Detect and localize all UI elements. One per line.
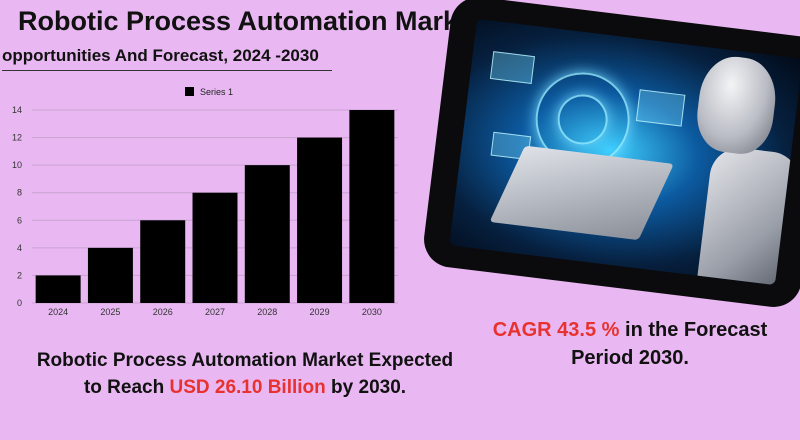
forecast-line-2: to Reach USD 26.10 Billion by 2030. (0, 375, 490, 402)
x-tick-label: 2028 (257, 307, 277, 317)
y-tick-label: 8 (17, 188, 22, 198)
x-tick-label: 2027 (205, 307, 225, 317)
forecast-suffix: by 2030. (325, 376, 407, 398)
x-tick-label: 2025 (100, 307, 120, 317)
hologram-panel-icon (635, 89, 686, 127)
legend-label: Series 1 (200, 87, 233, 97)
y-tick-label: 0 (17, 298, 22, 308)
bar (349, 110, 395, 303)
x-tick-label: 2030 (362, 307, 382, 317)
robot-laptop-illustration (420, 0, 800, 311)
hologram-panel-icon (489, 51, 535, 84)
cagr-statement: CAGR 43.5 % in the Forecast Period 2030. (462, 316, 798, 373)
bar (35, 275, 81, 303)
y-tick-label: 14 (12, 105, 22, 115)
y-tick-label: 4 (17, 243, 22, 253)
legend-swatch (185, 87, 194, 96)
laptop-icon (489, 145, 674, 241)
cagr-line-1: CAGR 43.5 % in the Forecast (462, 316, 798, 344)
bar (140, 220, 186, 303)
page-subtitle: opportunities And Forecast, 2024 -2030 (2, 46, 332, 71)
cagr-line-2: Period 2030. (571, 347, 689, 370)
bar (297, 137, 343, 303)
market-forecast-statement: Robotic Process Automation Market Expect… (0, 348, 490, 401)
forecast-line-1: Robotic Process Automation Market Expect… (36, 350, 454, 371)
bar (192, 192, 238, 303)
bar (244, 165, 290, 303)
page-title: Robotic Process Automation Market (18, 6, 483, 36)
y-tick-label: 10 (12, 160, 22, 170)
tablet-frame (420, 0, 800, 311)
x-tick-label: 2024 (48, 307, 68, 317)
forecast-prefix: to Reach (83, 376, 170, 398)
x-tick-label: 2029 (310, 307, 330, 317)
y-tick-label: 12 (12, 133, 22, 143)
cagr-rest: in the Forecast (619, 319, 768, 341)
y-tick-label: 2 (17, 270, 22, 280)
robot-body-icon (695, 144, 800, 286)
forecast-value: USD 26.10 Billion (169, 376, 326, 398)
x-tick-label: 2026 (153, 307, 173, 317)
cagr-value: CAGR 43.5 % (492, 319, 620, 341)
robot-head-icon (692, 52, 781, 158)
bar (87, 247, 133, 303)
tablet-screen (449, 18, 800, 286)
bar-chart: 0 2 4 6 8 10 12 14 2024 2025 2026 2027 2028 2029 2030 S… (12, 87, 398, 317)
y-tick-label: 6 (17, 215, 22, 225)
